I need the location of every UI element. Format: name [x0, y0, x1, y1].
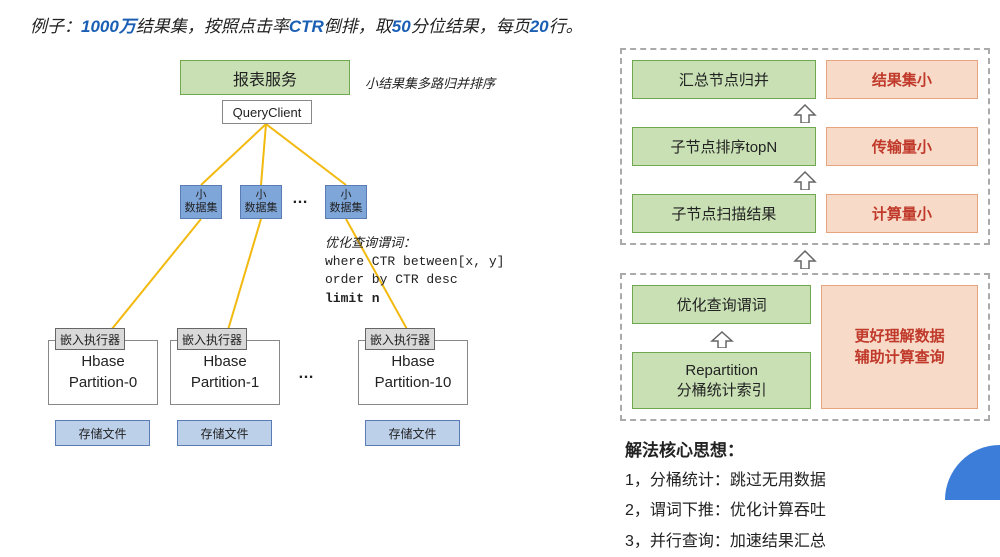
executor-0: 嵌入执行器 — [55, 328, 125, 350]
code-line-3: limit n — [325, 290, 504, 308]
title-t3: 分位结果，每页 — [411, 17, 530, 36]
title-t1: 结果集，按照点击率 — [136, 17, 289, 36]
title-n1: 1000万 — [81, 17, 136, 36]
architecture-diagram: 报表服务 小结果集多路归并排序 QueryClient 小数据集 小数据集 … … — [0, 40, 620, 500]
benefit-small-compute: 计算量小 — [826, 194, 978, 233]
report-service-node: 报表服务 — [180, 60, 350, 95]
benefit-small-result: 结果集小 — [826, 60, 978, 99]
executor-1: 嵌入执行器 — [177, 328, 247, 350]
query-client-node: QueryClient — [222, 100, 312, 124]
arrow-up-2 — [632, 170, 978, 190]
arrow-up-3 — [620, 249, 990, 269]
predicate-code: 优化查询谓词： where CTR between[x, y] order by… — [325, 235, 504, 308]
title-t4: 行。 — [549, 17, 583, 36]
core-idea-list: 1，分桶统计：跳过无用数据 2，谓词下推：优化计算吞吐 3，并行查询：加速结果汇… — [625, 466, 990, 557]
title-ctr: CTR — [289, 17, 324, 36]
small-dataset-0: 小数据集 — [180, 185, 222, 219]
small-dataset-1: 小数据集 — [240, 185, 282, 219]
step-predicate: 优化查询谓词 — [632, 285, 811, 324]
code-line-1: where CTR between[x, y] — [325, 253, 504, 271]
benefit-small-transfer: 传输量小 — [826, 127, 978, 166]
step-scan: 子节点扫描结果 — [632, 194, 816, 233]
code-title: 优化查询谓词： — [325, 235, 504, 253]
flow-box-top: 汇总节点归并 结果集小 子节点排序topN 传输量小 子节点扫描结果 计算量小 — [620, 48, 990, 245]
core-idea-3: 3，并行查询：加速结果汇总 — [625, 527, 990, 557]
title-n2: 50 — [392, 17, 411, 36]
title-prefix: 例子： — [30, 17, 81, 36]
title-t2: 倒排，取 — [324, 17, 392, 36]
solution-panel: 汇总节点归并 结果集小 子节点排序topN 传输量小 子节点扫描结果 计算量小 … — [620, 48, 990, 557]
arrow-up-1 — [632, 103, 978, 123]
core-idea-title: 解法核心思想： — [625, 436, 990, 461]
step-sort-topn: 子节点排序topN — [632, 127, 816, 166]
ellipsis-datasets: … — [292, 190, 308, 208]
benefit-understand-data: 更好理解数据辅助计算查询 — [821, 285, 978, 409]
arrow-up-4 — [632, 330, 811, 348]
executor-10: 嵌入执行器 — [365, 328, 435, 350]
example-title: 例子：1000万结果集，按照点击率CTR倒排，取50分位结果，每页20行。 — [30, 12, 583, 37]
ellipsis-partitions: … — [298, 365, 314, 383]
merge-sort-note: 小结果集多路归并排序 — [365, 73, 495, 92]
small-dataset-n: 小数据集 — [325, 185, 367, 219]
core-idea-2: 2，谓词下推：优化计算吞吐 — [625, 496, 990, 526]
store-file-10: 存储文件 — [365, 420, 460, 446]
store-file-1: 存储文件 — [177, 420, 272, 446]
code-line-2: order by CTR desc — [325, 271, 504, 289]
core-idea-1: 1，分桶统计：跳过无用数据 — [625, 466, 990, 496]
title-n3: 20 — [530, 17, 549, 36]
flow-box-bottom: 优化查询谓词 Repartition分桶统计索引 更好理解数据辅助计算查询 — [620, 273, 990, 421]
step-repartition: Repartition分桶统计索引 — [632, 352, 811, 409]
store-file-0: 存储文件 — [55, 420, 150, 446]
step-merge: 汇总节点归并 — [632, 60, 816, 99]
